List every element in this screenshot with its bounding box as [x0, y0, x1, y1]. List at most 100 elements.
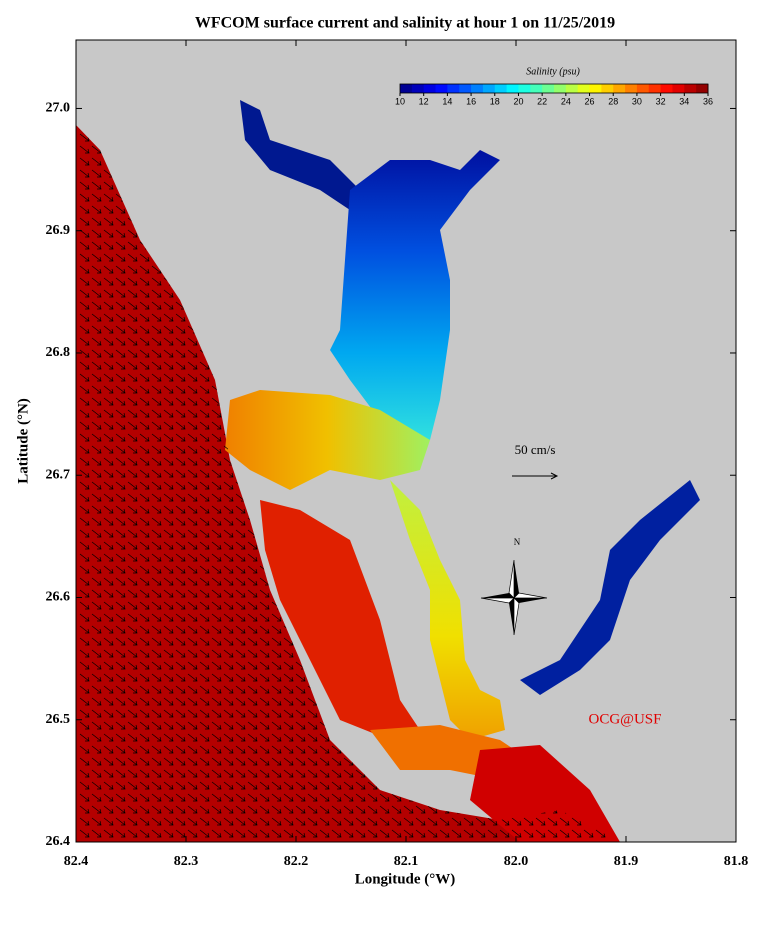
vector: [487, 817, 498, 826]
vector: [199, 373, 210, 382]
vector: [223, 493, 234, 502]
vector: [103, 205, 114, 214]
vector: [163, 493, 174, 502]
vector: [127, 289, 138, 298]
vector: [199, 769, 210, 778]
vector: [259, 769, 270, 778]
vector: [151, 613, 162, 622]
vector: [163, 781, 174, 790]
vector: [319, 805, 330, 814]
vector: [211, 457, 222, 466]
vector: [103, 265, 114, 274]
vector: [115, 457, 126, 466]
vector: [199, 661, 210, 670]
vector: [79, 505, 90, 514]
vector: [79, 589, 90, 598]
vector: [115, 517, 126, 526]
vector: [235, 805, 246, 814]
vector: [223, 793, 234, 802]
vector: [127, 469, 138, 478]
vector: [247, 829, 258, 838]
vector: [259, 721, 270, 730]
vector: [139, 805, 150, 814]
vector: [463, 817, 474, 826]
vector: [211, 769, 222, 778]
vector: [187, 781, 198, 790]
vector: [235, 649, 246, 658]
vector: [199, 733, 210, 742]
vector: [307, 805, 318, 814]
vector: [319, 793, 330, 802]
vector: [247, 661, 258, 670]
vector: [103, 325, 114, 334]
vector: [91, 673, 102, 682]
vector: [127, 481, 138, 490]
vector: [175, 721, 186, 730]
vector: [343, 829, 354, 838]
vector: [91, 733, 102, 742]
vector: [139, 517, 150, 526]
vector: [211, 409, 222, 418]
vector: [151, 565, 162, 574]
y-tick-label: 26.8: [46, 345, 71, 360]
vector: [187, 757, 198, 766]
vector: [211, 541, 222, 550]
vector: [91, 361, 102, 370]
vector: [295, 757, 306, 766]
vector: [187, 433, 198, 442]
vector: [295, 721, 306, 730]
vector: [187, 385, 198, 394]
vector: [235, 601, 246, 610]
vector: [307, 769, 318, 778]
x-tick-label: 82.1: [394, 854, 419, 869]
vector: [115, 757, 126, 766]
vector: [91, 373, 102, 382]
vector: [175, 805, 186, 814]
vector: [187, 745, 198, 754]
vector: [115, 349, 126, 358]
vector: [259, 661, 270, 670]
vector: [115, 589, 126, 598]
vector: [115, 721, 126, 730]
vector: [259, 673, 270, 682]
vector: [79, 493, 90, 502]
vector: [163, 397, 174, 406]
vector: [223, 769, 234, 778]
vector: [259, 685, 270, 694]
vector: [139, 469, 150, 478]
vector: [175, 481, 186, 490]
vector: [91, 829, 102, 838]
colorbar-cell: [660, 84, 673, 93]
vector: [79, 361, 90, 370]
vector: [91, 337, 102, 346]
vector: [151, 433, 162, 442]
vector: [79, 637, 90, 646]
vector: [91, 169, 102, 178]
vector: [487, 829, 498, 838]
vector: [187, 505, 198, 514]
vector: [187, 469, 198, 478]
vector: [79, 325, 90, 334]
vector: [235, 541, 246, 550]
vector: [115, 469, 126, 478]
vector: [151, 697, 162, 706]
vector: [91, 793, 102, 802]
vector: [259, 589, 270, 598]
vector: [283, 745, 294, 754]
vector: [139, 433, 150, 442]
vector: [259, 781, 270, 790]
vector: [283, 649, 294, 658]
colorbar-cell: [423, 84, 437, 93]
vector: [307, 757, 318, 766]
vector: [271, 733, 282, 742]
vector: [151, 541, 162, 550]
vector: [163, 697, 174, 706]
vector: [91, 613, 102, 622]
vector: [127, 253, 138, 262]
vector: [247, 733, 258, 742]
vector: [127, 805, 138, 814]
vector: [199, 649, 210, 658]
vector: [91, 421, 102, 430]
vector: [295, 733, 306, 742]
vector: [103, 613, 114, 622]
